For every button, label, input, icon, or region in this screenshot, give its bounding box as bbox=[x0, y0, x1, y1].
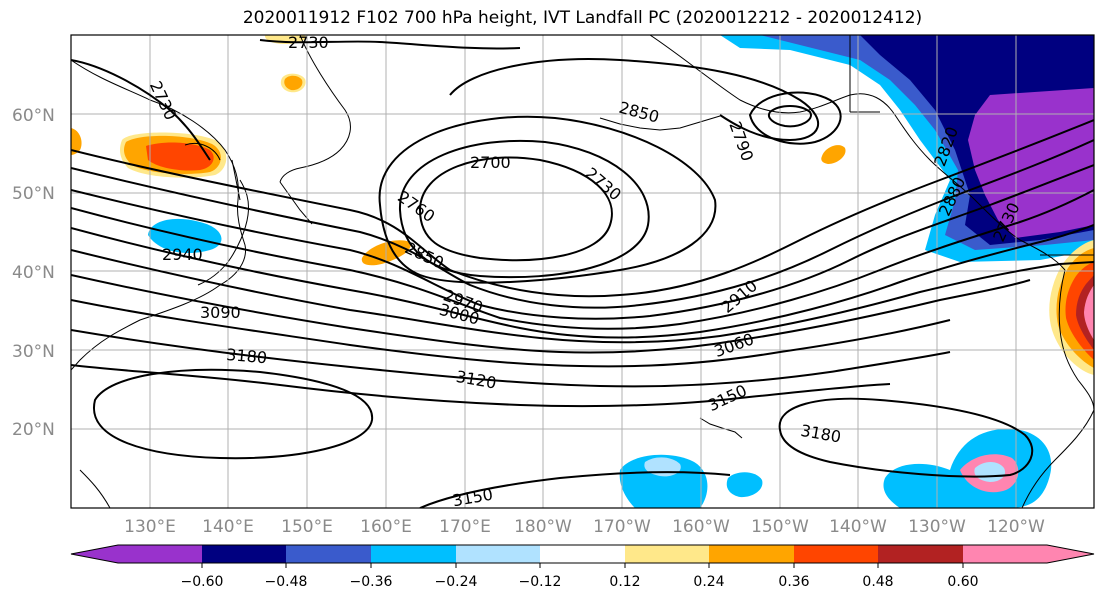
contour-label-3090: 3090 bbox=[200, 303, 241, 322]
contour-3150-south bbox=[419, 471, 731, 508]
lon-label-150e: 150°E bbox=[281, 517, 333, 537]
colorbar-seg-6 bbox=[625, 545, 709, 563]
contour-low-3 bbox=[378, 115, 717, 284]
shade-south-1 bbox=[619, 454, 708, 508]
shade-left-edge bbox=[71, 128, 82, 155]
contour-3150 bbox=[71, 364, 891, 408]
contour-3060 bbox=[71, 274, 1031, 354]
contour-2880 bbox=[71, 119, 1094, 298]
colorbar-label-1: −0.48 bbox=[265, 574, 308, 590]
colorbar-label-6: 0.24 bbox=[693, 574, 724, 590]
coast-hawaii bbox=[699, 417, 743, 439]
colorbar-seg-3 bbox=[371, 545, 456, 563]
contour-label-2940: 2940 bbox=[162, 245, 203, 264]
lat-axis: 60°N 50°N 40°N 30°N 20°N bbox=[12, 106, 55, 440]
lon-label-140w: 140°W bbox=[829, 517, 887, 537]
colorbar-ticks bbox=[201, 563, 964, 568]
colorbar-label-4: −0.12 bbox=[519, 574, 562, 590]
contour-3030 bbox=[71, 249, 1094, 344]
colorbar-outline bbox=[70, 544, 1095, 564]
contour-label-2730-top: 2730 bbox=[288, 33, 329, 52]
contour-label-3180-west: 3180 bbox=[226, 345, 268, 367]
colorbar-seg-9 bbox=[878, 545, 963, 563]
contour-3180-west bbox=[92, 368, 374, 460]
contour-label-group: 2730 2730 2850 2700 2730 2760 2850 2940 … bbox=[146, 33, 1024, 511]
shade-south-2 bbox=[726, 472, 763, 498]
shade-okhotsk-red bbox=[146, 142, 214, 171]
colorbar-seg-4 bbox=[456, 545, 540, 563]
lon-axis: 130°E 140°E 150°E 160°E 170°E 180°W 170°… bbox=[124, 517, 1045, 537]
colorbar-seg-8 bbox=[794, 545, 878, 563]
height-contours bbox=[71, 39, 1094, 508]
colorbar-seg-0 bbox=[71, 545, 202, 563]
colorbar-label-3: −0.24 bbox=[435, 574, 478, 590]
lon-label-150w: 150°W bbox=[751, 517, 809, 537]
colorbar-seg-7 bbox=[709, 545, 794, 563]
contour-3180-east bbox=[778, 397, 1034, 478]
colorbar-seg-2 bbox=[286, 545, 371, 563]
contour-nw-2730 bbox=[71, 59, 211, 161]
contour-3090 bbox=[71, 299, 951, 368]
coast-okhotsk bbox=[184, 143, 221, 161]
contour-ak-2 bbox=[748, 91, 842, 145]
lon-label-120w: 120°W bbox=[987, 517, 1045, 537]
shade-ca-pink bbox=[1084, 285, 1094, 340]
lon-label-160w: 160°W bbox=[672, 517, 730, 537]
colorbar-seg-10 bbox=[963, 545, 1094, 563]
colorbar-label-0: −0.60 bbox=[181, 574, 224, 590]
coast-aleutians bbox=[599, 115, 721, 131]
lat-label-40n: 40°N bbox=[12, 263, 55, 283]
lon-label-170w: 170°W bbox=[593, 517, 651, 537]
coast-na-west bbox=[1058, 269, 1094, 411]
colorbar-label-8: 0.48 bbox=[862, 574, 893, 590]
coast-kurils bbox=[279, 181, 313, 225]
lon-label-130w: 130°W bbox=[908, 517, 966, 537]
lat-label-20n: 20°N bbox=[12, 420, 55, 440]
lon-label-160e: 160°E bbox=[360, 517, 412, 537]
colorbar-label-2: −0.36 bbox=[350, 574, 393, 590]
map-title: 2020011912 F102 700 hPa height, IVT Land… bbox=[242, 8, 923, 28]
contour-top-2730 bbox=[259, 39, 521, 50]
coast-kamchatka bbox=[279, 35, 351, 183]
colorbar-label-5: 0.12 bbox=[609, 574, 640, 590]
colorbar-label-7: 0.36 bbox=[778, 574, 809, 590]
colorbar: −0.60 −0.48 −0.36 −0.24 −0.12 0.12 0.24 … bbox=[70, 544, 1095, 590]
coast-philippines bbox=[79, 469, 111, 508]
shade-spot-60n-inner bbox=[284, 75, 303, 91]
contour-2940 bbox=[71, 164, 1094, 320]
contour-2910 bbox=[71, 139, 1094, 309]
shade-spot-ak bbox=[821, 145, 846, 164]
contour-label-2700: 2700 bbox=[470, 153, 511, 172]
colorbar-seg-1 bbox=[202, 545, 286, 563]
lat-label-30n: 30°N bbox=[12, 342, 55, 362]
coast-mexico bbox=[1021, 409, 1094, 508]
contour-ak-small bbox=[768, 105, 812, 128]
lon-label-130e: 130°E bbox=[124, 517, 176, 537]
plot-border bbox=[70, 34, 1095, 509]
contour-3120 bbox=[71, 329, 951, 388]
colorbar-label-9: 0.60 bbox=[947, 574, 978, 590]
contour-label-3150-south: 3150 bbox=[451, 485, 494, 511]
contour-3000 bbox=[71, 224, 1094, 339]
coast-japan bbox=[197, 179, 249, 286]
lat-label-60n: 60°N bbox=[12, 106, 55, 126]
colorbar-seg-5 bbox=[540, 545, 625, 563]
lon-label-140e: 140°E bbox=[202, 517, 254, 537]
lon-label-170e: 170°E bbox=[439, 517, 491, 537]
contour-low-inner bbox=[418, 156, 613, 262]
lat-label-50n: 50°N bbox=[12, 184, 55, 204]
lon-label-180w: 180°W bbox=[514, 517, 572, 537]
contour-dipole bbox=[449, 58, 820, 142]
contour-2970 bbox=[71, 189, 1094, 330]
